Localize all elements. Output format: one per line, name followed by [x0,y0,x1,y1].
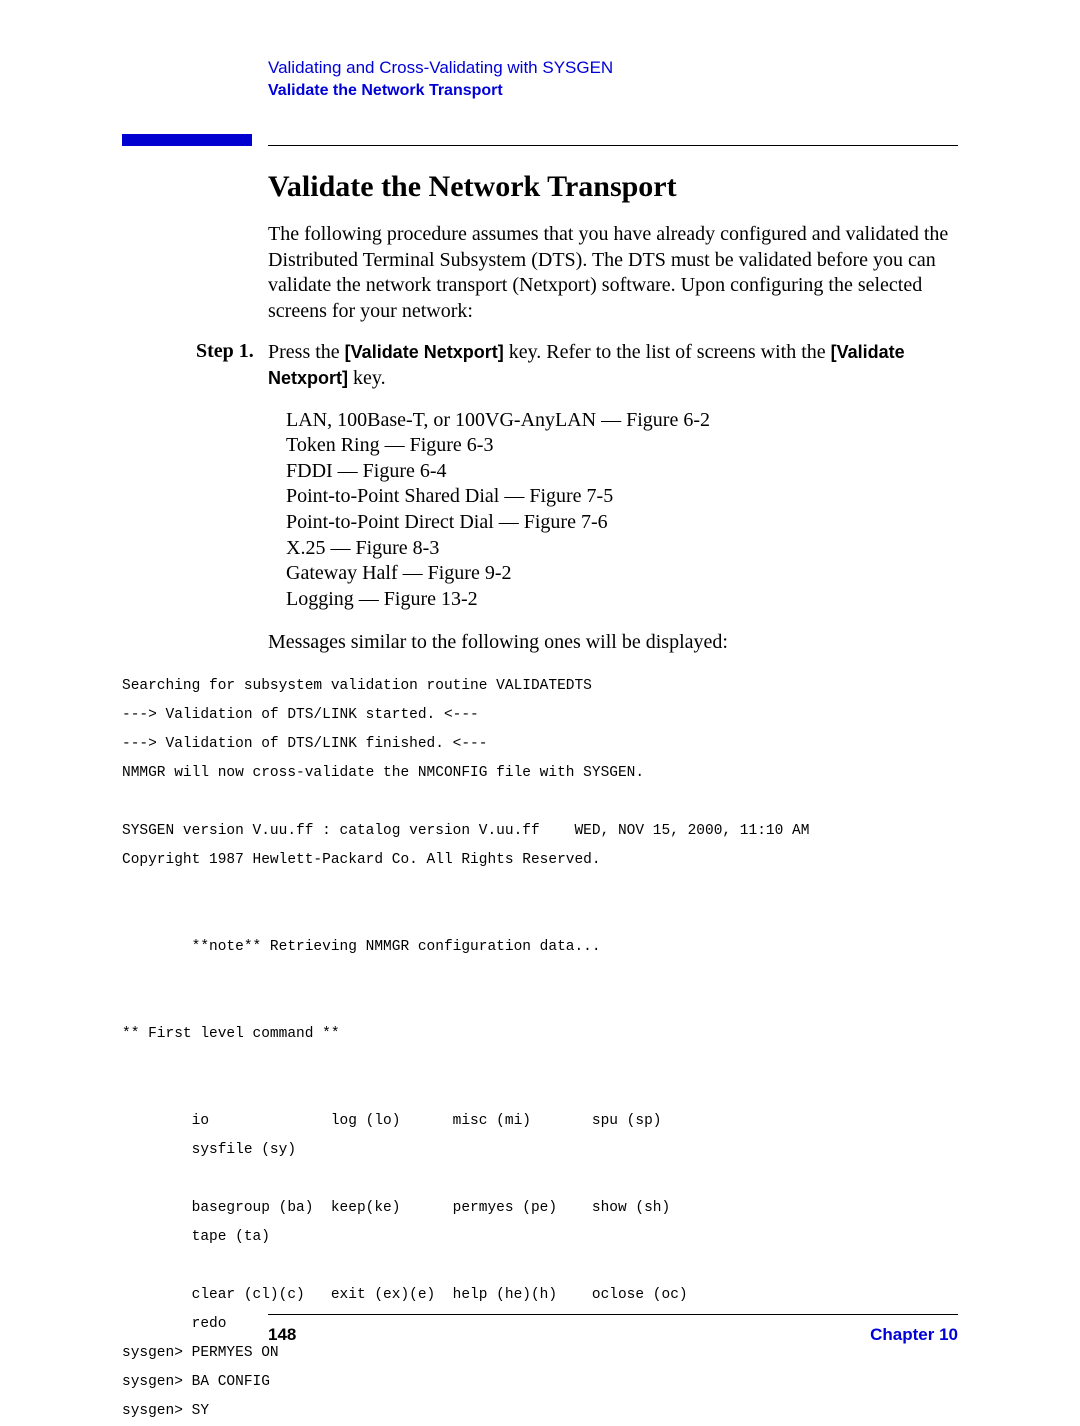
figure-ref: Gateway Half — Figure 9-2 [286,561,958,587]
blue-rule-block [122,134,252,146]
figure-ref: Logging — Figure 13-2 [286,587,958,613]
footer-chapter: Chapter 10 [870,1325,958,1345]
intro-paragraph: The following procedure assumes that you… [268,222,958,324]
messages-intro: Messages similar to the following ones w… [268,630,958,656]
figure-ref: Point-to-Point Shared Dial — Figure 7-5 [286,484,958,510]
terminal-output: Searching for subsystem validation routi… [122,672,958,1426]
header-section: Validate the Network Transport [268,82,958,100]
step-1: Step 1. Press the [Validate Netxport] ke… [196,340,958,391]
step-label: Step 1. [196,340,268,391]
header-chapter: Validating and Cross-Validating with SYS… [268,58,958,78]
step-post: key. [348,367,386,389]
page-title: Validate the Network Transport [268,170,958,204]
figure-ref: Token Ring — Figure 6-3 [286,433,958,459]
thin-rule [268,145,958,146]
figure-ref: LAN, 100Base-T, or 100VG-AnyLAN — Figure… [286,408,958,434]
footer: 148 Chapter 10 [268,1314,958,1345]
footer-rule [268,1314,958,1315]
page-number: 148 [268,1325,296,1345]
figure-ref: Point-to-Point Direct Dial — Figure 7-6 [286,510,958,536]
figure-list: LAN, 100Base-T, or 100VG-AnyLAN — Figure… [286,408,958,613]
figure-ref: FDDI — Figure 6-4 [286,459,958,485]
section-rule [122,134,958,146]
step-mid: key. Refer to the list of screens with t… [504,341,831,363]
validate-netxport-key: [Validate Netxport] [345,342,504,362]
step-text: Press the [Validate Netxport] key. Refer… [268,340,958,391]
figure-ref: X.25 — Figure 8-3 [286,536,958,562]
step-pre: Press the [268,341,345,363]
